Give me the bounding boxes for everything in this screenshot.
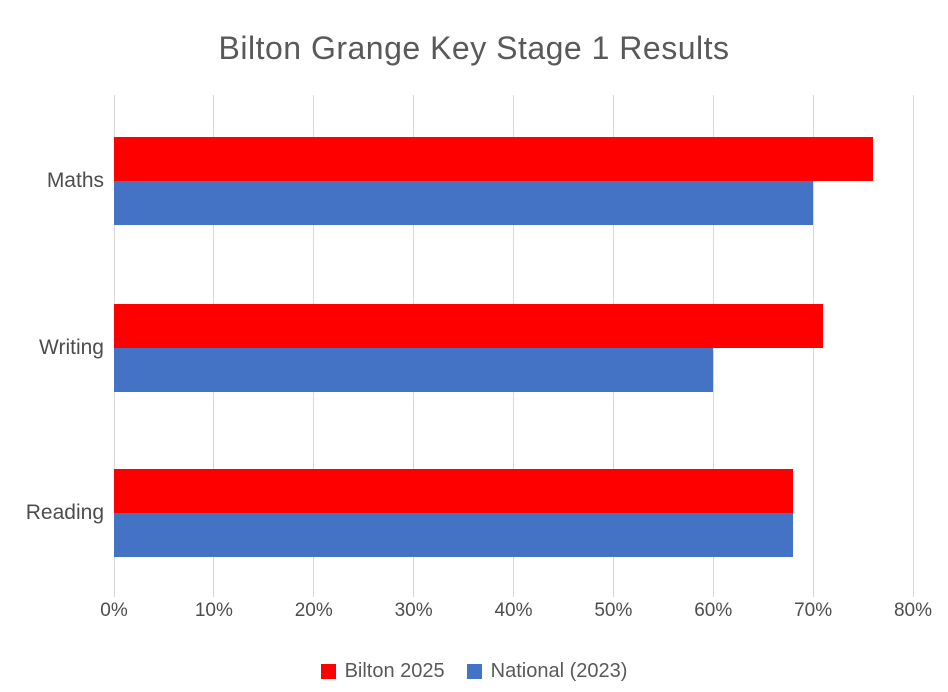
x-axis-tick-label: 50% xyxy=(594,600,633,621)
plot-area xyxy=(113,95,914,597)
legend-swatch-icon xyxy=(466,664,482,679)
category-label-maths: Maths xyxy=(46,169,104,192)
x-axis-tick-label: 70% xyxy=(794,600,833,621)
x-axis-tick-label: 80% xyxy=(893,600,933,621)
bar-bilton-2025-writing xyxy=(114,304,824,348)
x-axis: 0% 10% 20% 30% 40% 50% 60% 70% 80% xyxy=(100,600,932,628)
x-axis-tick-label: 20% xyxy=(294,600,333,621)
category-label-reading: Reading xyxy=(25,501,104,524)
bar-group-maths xyxy=(114,137,913,225)
bar-national-2023-writing xyxy=(114,348,714,392)
bar-group-writing xyxy=(114,304,913,392)
x-axis-tick-label: 60% xyxy=(694,600,733,621)
legend-label: Bilton 2025 xyxy=(344,660,445,682)
x-axis-tick-label: 30% xyxy=(394,600,433,621)
chart-title: Bilton Grange Key Stage 1 Results xyxy=(218,30,730,66)
bar-national-2023-maths xyxy=(114,181,814,225)
legend-swatch-icon xyxy=(320,664,336,679)
gridline xyxy=(912,95,914,597)
x-axis-tick-label: 40% xyxy=(494,600,533,621)
legend: Bilton 2025 National (2023) xyxy=(0,660,948,683)
legend-item-bilton-2025: Bilton 2025 xyxy=(320,660,445,683)
bar-bilton-2025-reading xyxy=(114,469,794,513)
bar-group-reading xyxy=(114,469,913,557)
x-axis-tick-label: 10% xyxy=(194,600,233,621)
bar-national-2023-reading xyxy=(114,513,794,557)
legend-label: National (2023) xyxy=(490,660,628,682)
x-axis-tick-label: 0% xyxy=(100,600,128,621)
category-label-writing: Writing xyxy=(39,336,104,359)
bar-bilton-2025-maths xyxy=(114,137,874,181)
y-axis-category-labels: Maths Writing Reading xyxy=(0,95,104,597)
legend-item-national-2023: National (2023) xyxy=(466,660,628,683)
